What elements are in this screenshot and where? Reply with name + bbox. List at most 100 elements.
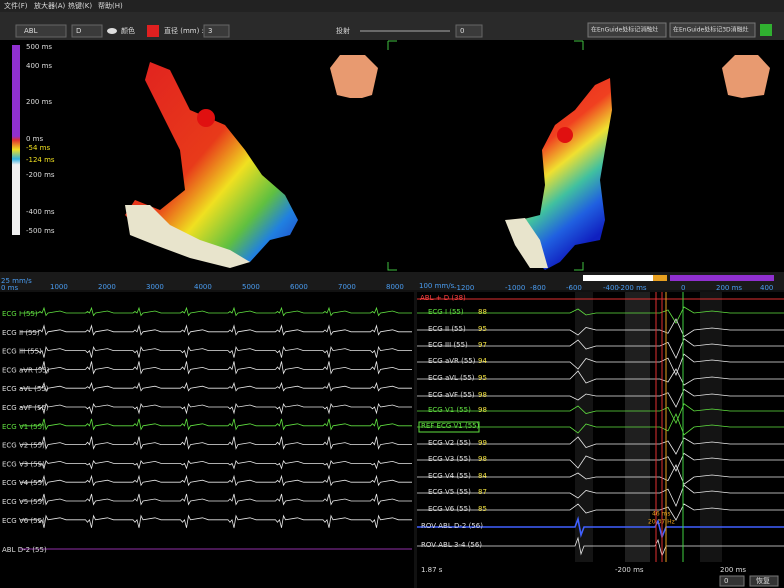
zoom-select[interactable] <box>719 575 745 587</box>
mark-button-text: 在EnGuide处标记消融灶 <box>591 26 658 34</box>
channel-label[interactable]: ROV ABL D-2 (56) <box>421 522 483 530</box>
channel-label[interactable]: ECG V6 (55) <box>428 505 471 513</box>
restore-button[interactable] <box>749 575 779 587</box>
color-label: 颜色 <box>121 26 135 35</box>
channel-label[interactable]: ECG V3 (55) <box>2 460 45 468</box>
ecg-trace <box>20 460 412 470</box>
time-tick: 3000 <box>146 283 164 291</box>
ecg-trace <box>417 338 784 359</box>
colorbar-label: 0 ms <box>26 135 43 143</box>
ecg-trace <box>20 474 412 487</box>
heart-map-left <box>125 62 298 265</box>
channel-label[interactable]: ECG aVL (55) <box>2 385 49 393</box>
eraser-icon[interactable] <box>107 28 117 34</box>
channel-score: 97 <box>478 341 487 349</box>
channel-label[interactable]: ROV ABL 3-4 (56) <box>421 541 482 549</box>
channel-label[interactable]: ECG aVF (55) <box>2 404 49 412</box>
channel-label[interactable]: ECG III (55) <box>428 341 468 349</box>
channel-score: 99 <box>478 439 487 447</box>
ecg-trace <box>417 388 784 408</box>
channel-label[interactable]: ECG V4 (55) <box>428 472 471 480</box>
zoom-value: 0 <box>724 577 728 585</box>
colorbar-label: -54 ms <box>26 144 50 152</box>
color-swatch[interactable] <box>147 25 159 37</box>
window-end: 200 ms <box>720 566 746 574</box>
channel-label[interactable]: ECG V4 (55) <box>2 479 45 487</box>
time-tick: 8000 <box>386 283 404 291</box>
ecg-trace <box>417 484 784 508</box>
channel-label[interactable]: ECG V6 (55) <box>2 517 45 525</box>
channel-label[interactable]: REF ECG V1 (55) <box>421 422 480 430</box>
window-bar[interactable] <box>653 275 667 281</box>
channel-score: 95 <box>478 325 487 333</box>
map-view <box>0 40 784 272</box>
channel-label[interactable]: ECG aVL (55) <box>428 374 475 382</box>
channel-label[interactable]: ECG II (55) <box>428 325 466 333</box>
ecg-trace <box>417 306 784 324</box>
channel-score: 84 <box>478 472 487 480</box>
annotation: 46 ms <box>652 511 671 518</box>
menu-bar <box>0 0 784 12</box>
time-tick: 4000 <box>194 283 212 291</box>
channel-label[interactable]: ECG V5 (55) <box>2 498 45 506</box>
colorbar-label: 500 ms <box>26 43 52 51</box>
time-tick: 0 <box>681 284 685 292</box>
channel-label[interactable]: ECG V1 (55) <box>428 406 471 414</box>
mark-3d-button[interactable] <box>669 22 756 38</box>
mark-3d-button-text: 在EnGuide处标记3D消融灶 <box>673 26 749 34</box>
channel-label[interactable]: ECG V1 (55) <box>2 423 45 431</box>
left-ecg-panel <box>0 292 414 588</box>
ecg-trace <box>417 412 784 436</box>
ablation-point <box>557 127 573 143</box>
colorbar-label: 200 ms <box>26 98 52 106</box>
time-tick: -800 <box>530 284 546 292</box>
projection-label: 投射 <box>336 26 350 35</box>
projection-value: 0 <box>460 27 464 35</box>
ecg-trace <box>20 345 412 358</box>
diameter-value: 3 <box>208 27 212 35</box>
heart-map-right-grey <box>505 218 548 268</box>
menu-item[interactable]: 帮助(H) <box>98 1 123 10</box>
ref-box <box>418 421 480 433</box>
channel-score: 87 <box>478 488 487 496</box>
mark-button[interactable] <box>587 22 667 38</box>
status-icon[interactable] <box>760 24 772 36</box>
colorbar-label: -500 ms <box>26 227 55 235</box>
diameter-input[interactable] <box>203 24 230 38</box>
ecg-trace <box>417 436 784 455</box>
channel-label[interactable]: ABL D-2 (55) <box>2 546 47 554</box>
channel-label[interactable]: ECG aVF (55) <box>428 391 475 399</box>
projection-input[interactable] <box>455 24 483 38</box>
map-select[interactable] <box>15 24 67 38</box>
menu-item[interactable]: 放大器(A) <box>34 1 66 10</box>
channel-label[interactable]: ECG V2 (55) <box>428 439 471 447</box>
ecg-trace <box>417 516 784 540</box>
point-select-text: D <box>76 27 81 35</box>
channel-score: 98 <box>478 406 487 414</box>
ecg-trace <box>20 361 412 375</box>
channel-label[interactable]: ECG V2 (55) <box>2 442 45 450</box>
channel-label[interactable]: ECG II (55) <box>2 329 40 337</box>
torso-icon[interactable] <box>330 55 378 98</box>
torso-icon[interactable] <box>722 55 770 98</box>
channel-label[interactable]: ECG aVR (55) <box>2 366 50 374</box>
point-select[interactable] <box>71 24 103 38</box>
channel-label[interactable]: ECG V5 (55) <box>428 488 471 496</box>
window-bar[interactable] <box>583 275 653 281</box>
menu-item[interactable]: 文件(F) <box>4 1 28 10</box>
channel-score: 95 <box>478 374 487 382</box>
channel-label[interactable]: ECG aVR (55) <box>428 357 476 365</box>
channel-label[interactable]: ABL + D (38) <box>420 294 466 302</box>
channel-label[interactable]: ECG I (55) <box>2 310 38 318</box>
channel-label[interactable]: ECG III (55) <box>2 348 42 356</box>
time-tick: 400 <box>760 284 773 292</box>
ecg-trace <box>417 536 784 558</box>
window-bar[interactable] <box>670 275 774 281</box>
time-tick: 7000 <box>338 283 356 291</box>
channel-label[interactable]: ECG V3 (55) <box>428 455 471 463</box>
channel-label[interactable]: ECG I (55) <box>428 308 464 316</box>
menu-item[interactable]: 热键(K) <box>68 1 92 10</box>
ecg-trace <box>20 514 412 528</box>
ecg-trace <box>20 306 412 317</box>
diameter-label: 直径 (mm) : <box>164 26 204 35</box>
